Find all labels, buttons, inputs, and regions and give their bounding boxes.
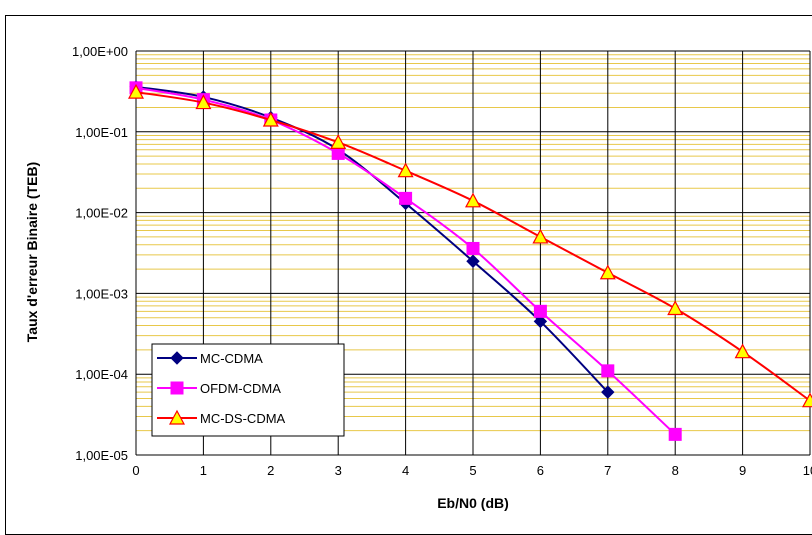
x-tick-label: 7: [604, 463, 611, 478]
x-tick-label: 8: [672, 463, 679, 478]
data-point: [533, 314, 548, 329]
data-point: [532, 228, 549, 244]
series-mc-ds-cdma: [127, 83, 812, 408]
data-point: [601, 385, 615, 399]
y-tick-label: 1,00E-02: [75, 206, 128, 221]
data-point: [195, 94, 212, 110]
y-axis-title: Taux d'erreur Binaire (TEB): [24, 162, 40, 342]
x-tick-label: 4: [402, 463, 409, 478]
legend-item: MC-DS-CDMA: [157, 409, 286, 426]
data-point: [397, 162, 414, 178]
y-tick-label: 1,00E-04: [75, 367, 128, 382]
x-tick-label: 0: [132, 463, 139, 478]
data-point: [331, 146, 345, 160]
data-point: [399, 191, 413, 205]
data-point: [262, 111, 279, 127]
legend-marker: [170, 381, 184, 395]
y-tick-label: 1,00E-03: [75, 286, 128, 301]
x-tick-label: 5: [469, 463, 476, 478]
data-point: [667, 300, 684, 316]
data-point: [668, 427, 682, 441]
data-point: [330, 134, 347, 149]
x-tick-label: 10: [803, 463, 812, 478]
data-point: [601, 364, 615, 378]
legend-marker: [168, 409, 186, 425]
x-axis-title: Eb/N0 (dB): [437, 495, 509, 511]
legend: MC-CDMA OFDM-CDMA MC-DS-CDMA: [151, 343, 345, 437]
legend-marker: [170, 351, 184, 365]
x-tick-label: 1: [200, 463, 207, 478]
x-tick-label: 9: [739, 463, 746, 478]
y-tick-label: 1,00E-05: [75, 448, 128, 463]
legend-item: MC-CDMA: [157, 351, 263, 366]
x-tick-label: 3: [335, 463, 342, 478]
legend-item: OFDM-CDMA: [157, 381, 281, 396]
data-point: [466, 254, 480, 268]
legend-label: OFDM-CDMA: [200, 381, 281, 396]
legend-label: MC-DS-CDMA: [200, 411, 286, 426]
data-point: [533, 304, 547, 318]
x-tick-label: 2: [267, 463, 274, 478]
data-point: [464, 192, 482, 208]
data-point: [801, 392, 812, 408]
data-point: [734, 343, 751, 359]
y-tick-label: 1,00E+00: [72, 44, 128, 59]
x-tick-label: 6: [537, 463, 544, 478]
data-point: [466, 241, 480, 255]
data-point: [599, 264, 616, 280]
legend-label: MC-CDMA: [200, 351, 263, 366]
legend-box: [151, 343, 345, 437]
y-tick-label: 1,00E-01: [75, 125, 128, 140]
data-point: [127, 83, 145, 99]
ber-chart: 0 1 2 3 4 5 6 7 8 9 10 1,00E+00 1,00E-01 1,00E-02 1,00…: [24, 44, 812, 511]
